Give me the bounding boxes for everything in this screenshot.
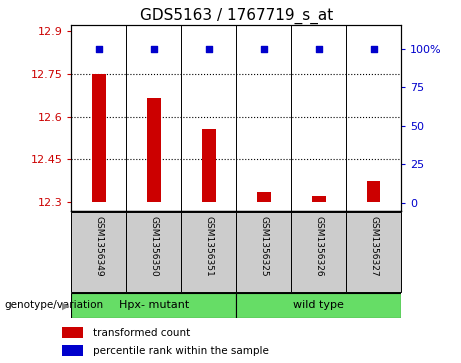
Title: GDS5163 / 1767719_s_at: GDS5163 / 1767719_s_at xyxy=(140,8,333,24)
Text: GSM1356327: GSM1356327 xyxy=(369,216,378,277)
Bar xyxy=(181,212,236,292)
Text: genotype/variation: genotype/variation xyxy=(5,300,104,310)
Text: GSM1356351: GSM1356351 xyxy=(204,216,213,277)
Bar xyxy=(71,293,236,318)
Text: Hpx- mutant: Hpx- mutant xyxy=(119,300,189,310)
Bar xyxy=(257,192,271,202)
Bar xyxy=(312,196,325,202)
Bar xyxy=(92,74,106,202)
Bar xyxy=(236,293,401,318)
Bar xyxy=(126,212,181,292)
Bar xyxy=(236,212,291,292)
Bar xyxy=(71,212,126,292)
Bar xyxy=(147,98,161,202)
Bar xyxy=(62,327,83,338)
Text: GSM1356325: GSM1356325 xyxy=(259,216,268,277)
Point xyxy=(95,46,103,52)
Bar xyxy=(62,345,83,356)
Point xyxy=(150,46,158,52)
Text: wild type: wild type xyxy=(293,300,344,310)
Bar xyxy=(291,212,346,292)
Text: percentile rank within the sample: percentile rank within the sample xyxy=(93,346,269,356)
Text: transformed count: transformed count xyxy=(93,327,190,338)
Point xyxy=(205,46,213,52)
Text: GSM1356350: GSM1356350 xyxy=(149,216,159,277)
Point xyxy=(315,46,322,52)
Bar xyxy=(367,181,380,202)
Text: ▶: ▶ xyxy=(62,300,70,310)
Text: GSM1356326: GSM1356326 xyxy=(314,216,323,277)
Point xyxy=(370,46,377,52)
Point xyxy=(260,46,267,52)
Text: GSM1356349: GSM1356349 xyxy=(95,216,103,277)
Bar xyxy=(346,212,401,292)
Bar xyxy=(202,129,216,202)
